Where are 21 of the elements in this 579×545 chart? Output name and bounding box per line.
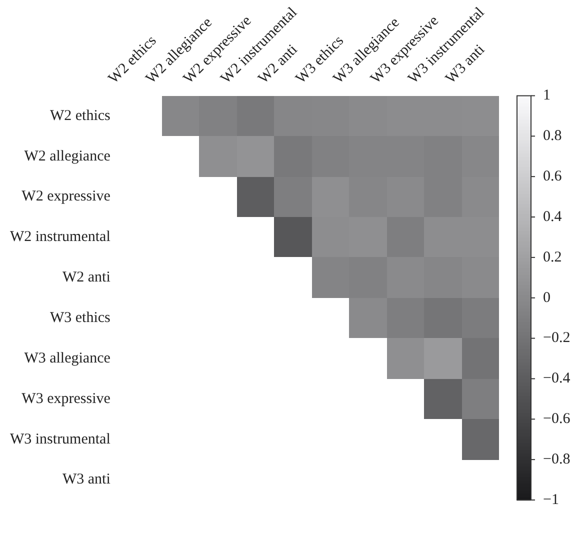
color-bar-label: −0.4 bbox=[543, 370, 571, 387]
y-tick-label: W3 instrumental bbox=[10, 431, 110, 448]
y-tick-label: W2 anti bbox=[62, 270, 110, 286]
color-bar-label: 1 bbox=[543, 88, 550, 104]
y-tick-label: W3 expressive bbox=[22, 390, 111, 407]
y-tick-label: W3 ethics bbox=[50, 310, 111, 326]
color-bar-label: 0.8 bbox=[543, 128, 562, 144]
y-tick-label: W3 anti bbox=[62, 472, 110, 488]
color-bar-label: −1 bbox=[543, 492, 559, 508]
color-bar-label: −0.8 bbox=[543, 452, 570, 468]
color-bar-label: −0.6 bbox=[543, 411, 571, 428]
color-bar-label: 0.6 bbox=[543, 168, 562, 185]
y-tick-label: W2 ethics bbox=[50, 108, 111, 124]
color-bar-label: 0 bbox=[543, 290, 550, 306]
y-tick-label: W3 allegiance bbox=[24, 350, 111, 366]
y-tick-label: W2 expressive bbox=[22, 188, 111, 205]
color-bar-label: 0.4 bbox=[543, 208, 562, 225]
y-tick-label: W2 allegiance bbox=[24, 148, 111, 164]
color-bar-label: 0.2 bbox=[543, 249, 562, 266]
color-bar-label: −0.2 bbox=[543, 330, 570, 346]
y-tick-label: W2 instrumental bbox=[10, 229, 110, 246]
